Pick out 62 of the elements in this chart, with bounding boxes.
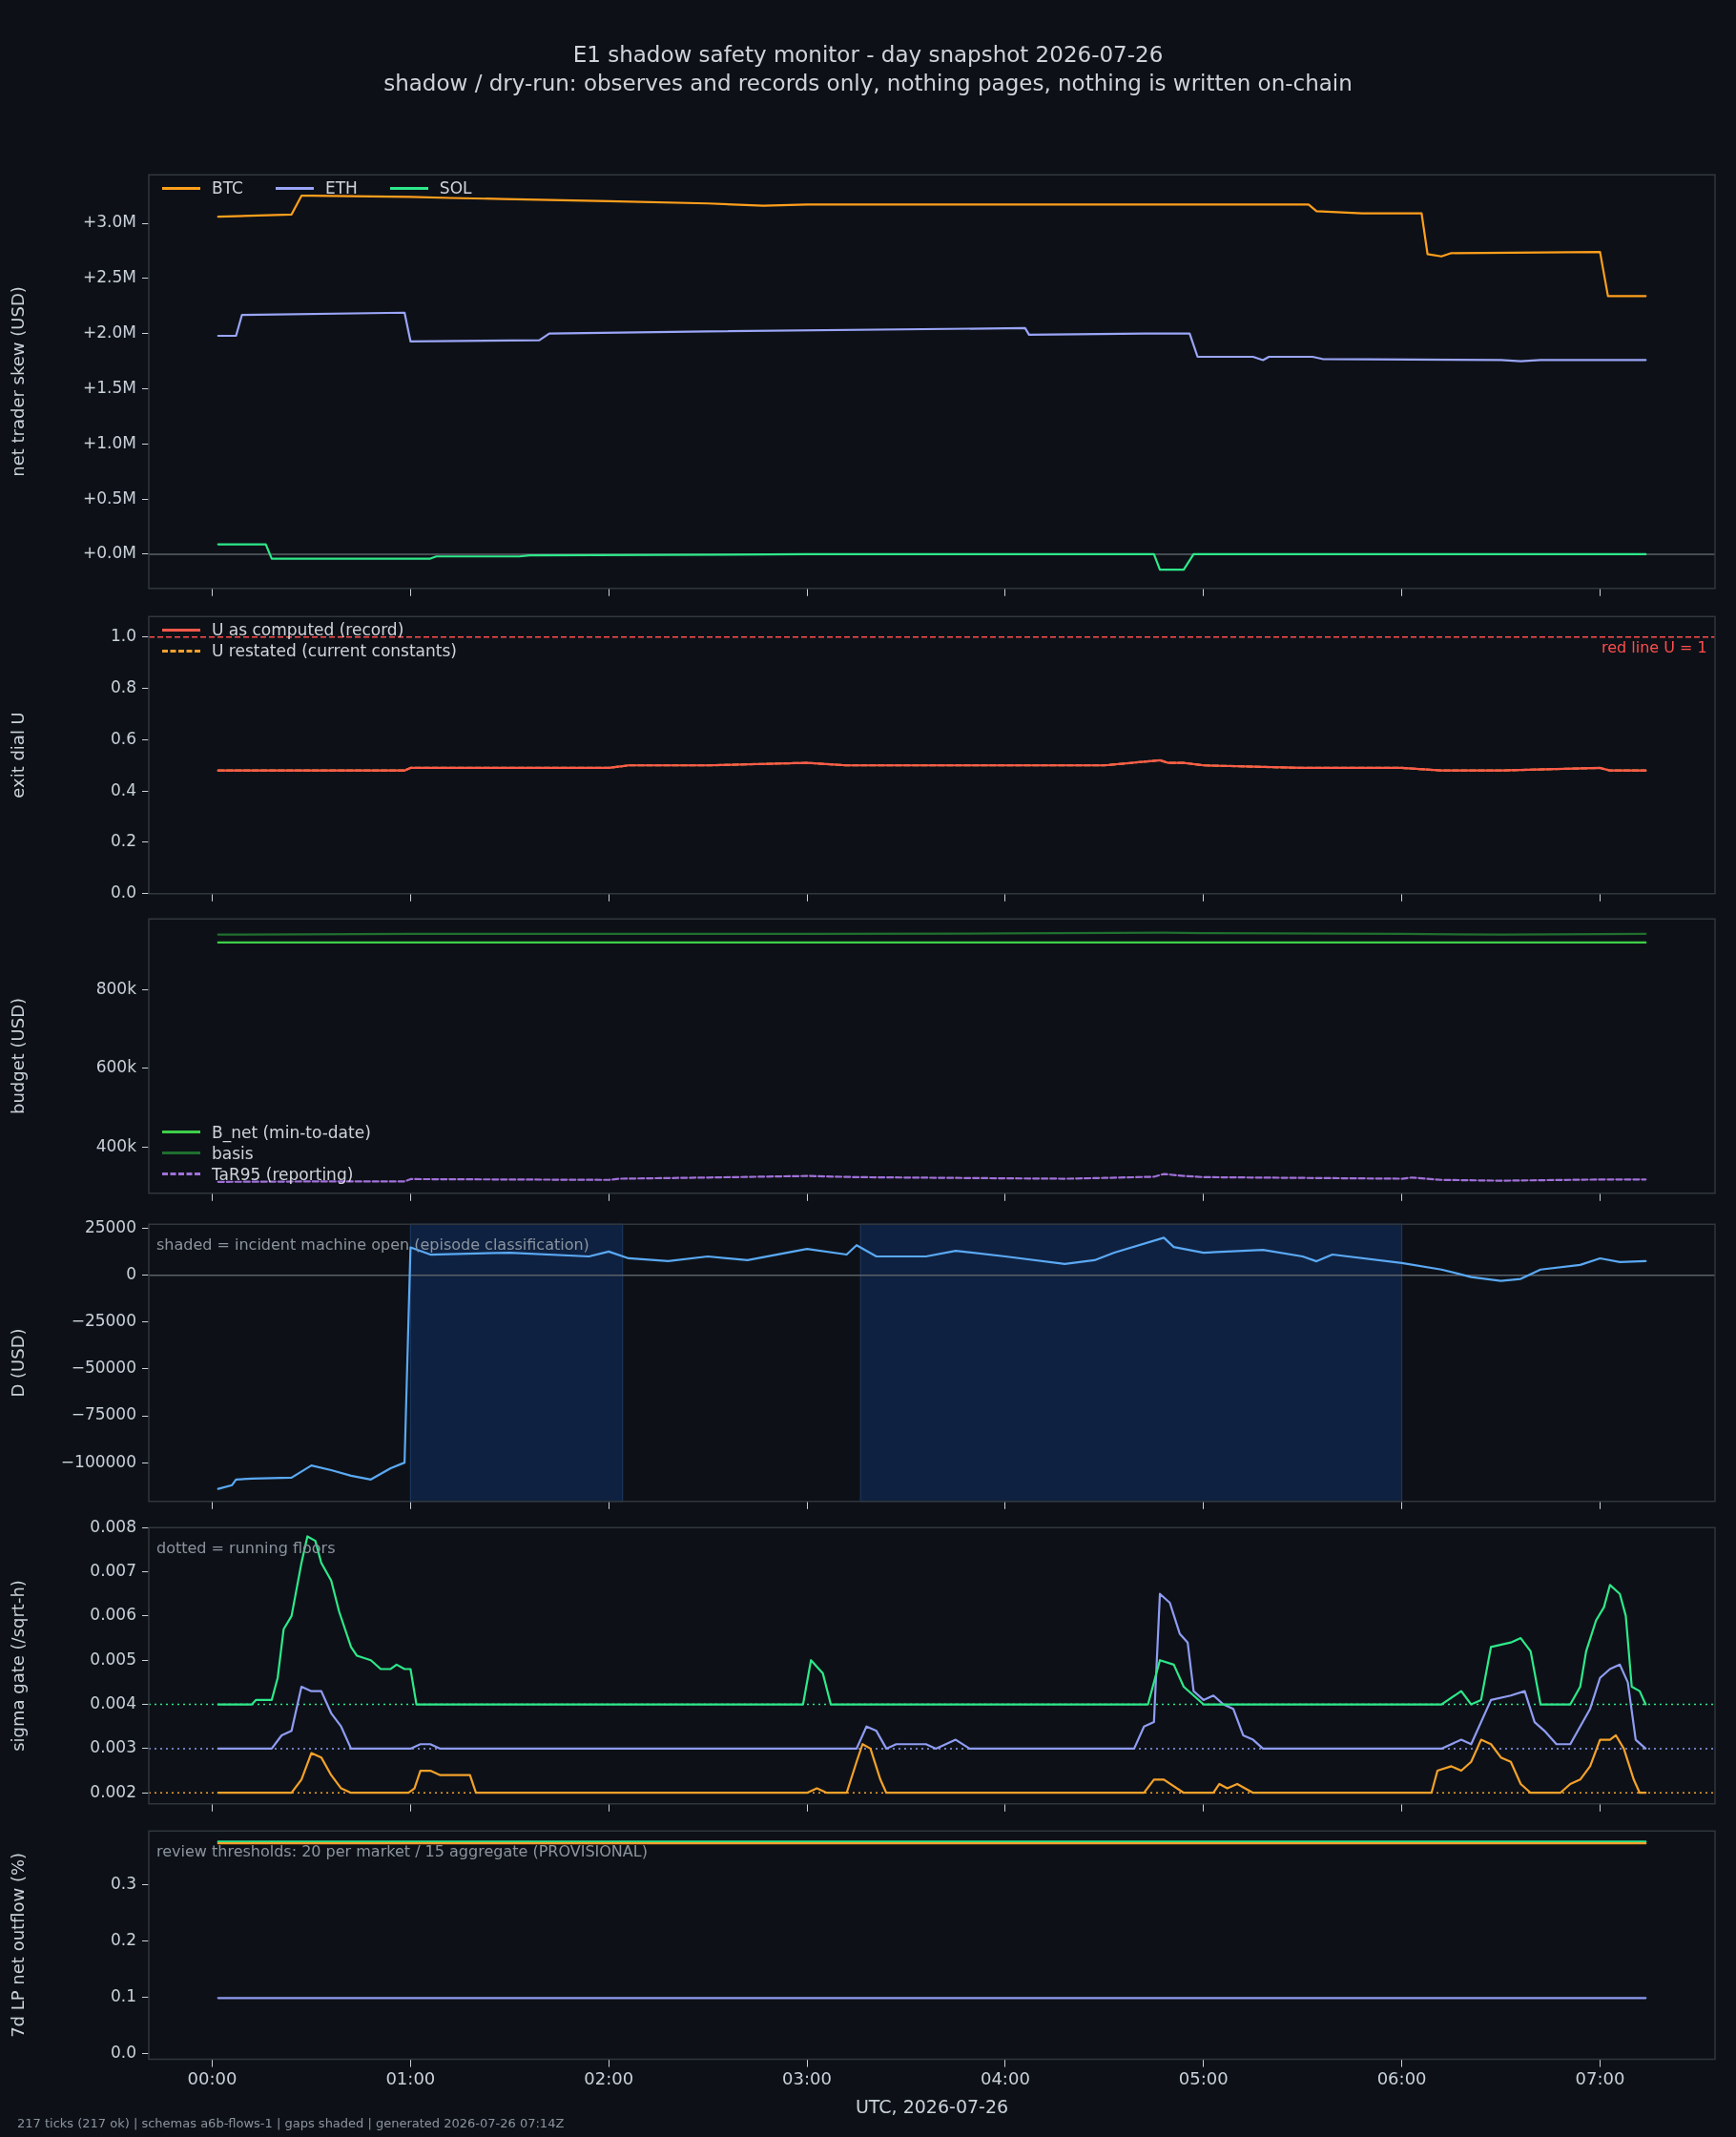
y-tick-label: +2.0M (83, 322, 136, 342)
legend-label: U as computed (record) (212, 620, 404, 640)
annotation: review thresholds: 20 per market / 15 aggregate (PROVISIONAL) (156, 1842, 648, 1861)
legend-label: basis (212, 1143, 254, 1163)
y-tick-label: 0.003 (90, 1737, 136, 1757)
y-axis-title: 7d LP net outflow (%) (8, 1852, 29, 2038)
x-tick-label: 07:00 (1575, 2068, 1625, 2089)
y-tick-label: 1.0 (110, 626, 136, 646)
ref-line-label: red line U = 1 (1602, 637, 1707, 656)
y-tick-label: 0.006 (90, 1605, 136, 1625)
y-tick-label: −25000 (71, 1311, 136, 1331)
y-tick-label: 0.004 (90, 1692, 136, 1712)
annotation: shaded = incident machine open (episode classification) (156, 1235, 589, 1255)
y-tick-label: −50000 (71, 1358, 136, 1378)
chart-title: E1 shadow safety monitor - day snapshot 2026-07-26 (571, 42, 1165, 67)
x-tick-label: 04:00 (980, 2068, 1030, 2089)
y-tick-label: 0.002 (90, 1781, 136, 1801)
y-tick-label: −100000 (60, 1451, 136, 1471)
y-tick-label: 0.2 (110, 1930, 136, 1950)
x-tick-label: 01:00 (385, 2068, 436, 2089)
y-tick-label: +0.5M (83, 488, 136, 508)
legend-label: BTC (212, 178, 243, 198)
legend-label: TaR95 (reporting) (212, 1164, 354, 1184)
y-axis-title: exit dial U (8, 712, 29, 799)
x-tick-label: 00:00 (187, 2068, 238, 2089)
y-tick-label: −75000 (71, 1404, 136, 1424)
x-tick-label: 02:00 (584, 2068, 634, 2089)
y-tick-label: 0 (126, 1264, 136, 1284)
y-tick-label: 0.8 (110, 676, 136, 696)
x-tick-label: 03:00 (782, 2068, 832, 2089)
y-tick-label: 0.005 (90, 1649, 136, 1669)
x-axis-title: UTC, 2026-07-26 (855, 2095, 1009, 2117)
legend-label: ETH (324, 178, 358, 198)
x-tick-label: 05:00 (1178, 2068, 1229, 2089)
y-tick-label: 0.1 (110, 1986, 136, 2006)
y-tick-label: +0.0M (83, 543, 136, 563)
y-tick-label: 0.0 (110, 2043, 136, 2063)
y-tick-label: 800k (95, 978, 137, 998)
y-axis-title: net trader skew (USD) (8, 286, 29, 477)
legend-label: SOL (439, 178, 472, 198)
y-tick-label: 0.4 (110, 779, 136, 799)
y-axis-title: sigma gate (/sqrt-h) (8, 1580, 29, 1752)
y-tick-label: 400k (95, 1135, 137, 1155)
y-tick-label: +2.5M (83, 267, 136, 287)
y-tick-label: 25000 (84, 1216, 136, 1236)
y-axis-title: budget (USD) (8, 997, 29, 1115)
y-tick-label: 0.008 (90, 1516, 136, 1536)
y-tick-label: +1.5M (83, 377, 136, 397)
y-tick-label: 0.007 (90, 1560, 136, 1580)
legend-label: U restated (current constants) (212, 641, 457, 661)
x-tick-label: 06:00 (1376, 2068, 1427, 2089)
y-tick-label: 0.6 (110, 728, 136, 748)
text: 217 ticks (217 ok) | schemas a6b-flows-1 | gaps shaded | generated 2026-07-26 07:14Z (17, 2116, 565, 2130)
y-tick-label: 600k (95, 1057, 137, 1077)
legend-label: B_net (min-to-date) (212, 1122, 371, 1142)
chart-subtitle: shadow / dry-run: observes and records only, nothing pages, nothing is written on-chain (382, 71, 1354, 95)
y-tick-label: 0.0 (110, 882, 136, 903)
y-axis-title: D (USD) (8, 1328, 29, 1398)
y-tick-label: +3.0M (83, 212, 136, 232)
y-tick-label: 0.3 (110, 1874, 136, 1894)
y-tick-label: +1.0M (83, 432, 136, 452)
y-tick-label: 0.2 (110, 831, 136, 851)
